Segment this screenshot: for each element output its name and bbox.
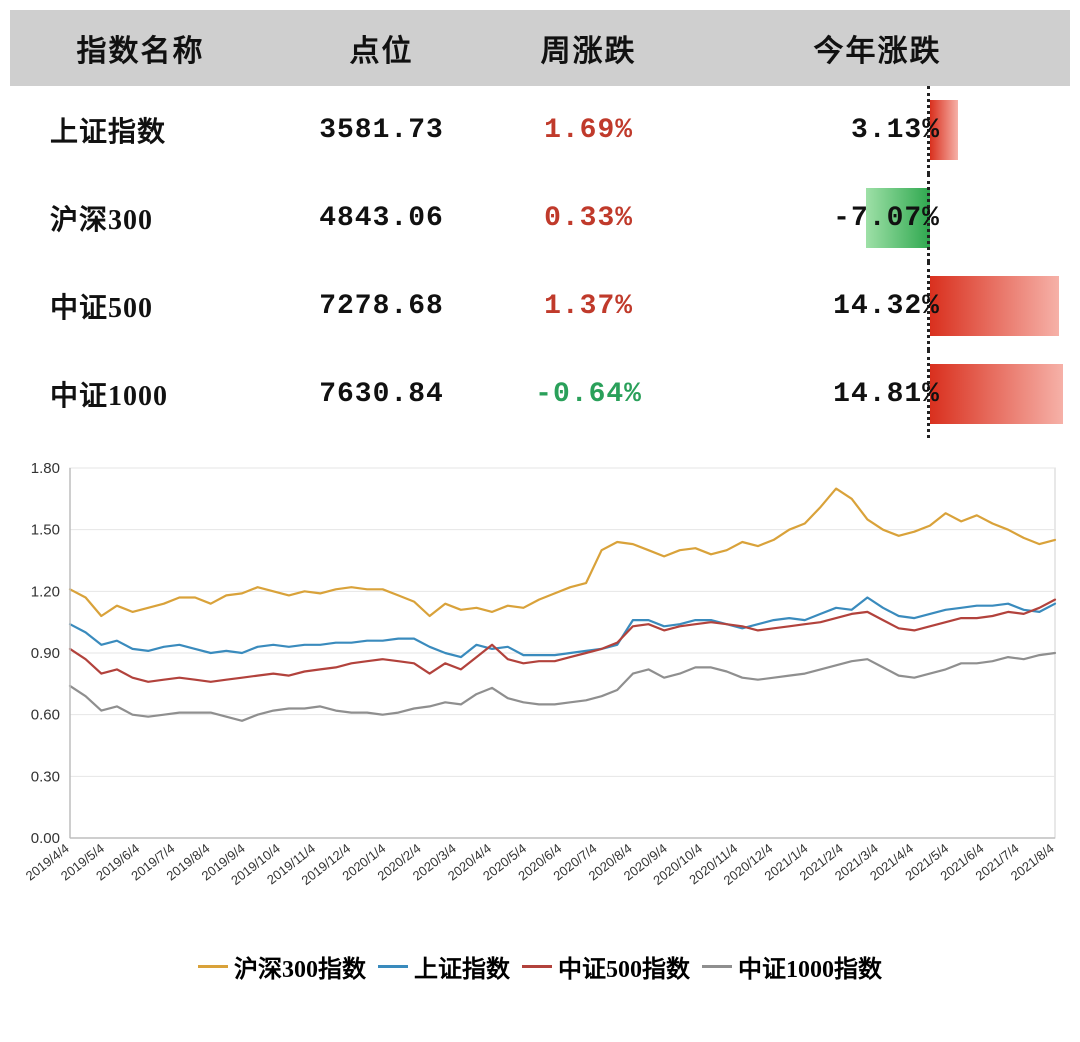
ytd-change: -7.07% — [685, 174, 1070, 262]
week-change: 1.69% — [492, 86, 685, 174]
table-row: 上证指数3581.731.69%3.13% — [10, 86, 1070, 174]
index-name: 沪深300 — [10, 174, 271, 262]
legend-item: 上证指数 — [378, 949, 510, 984]
index-points: 4843.06 — [271, 174, 492, 262]
ytd-change: 3.13% — [685, 86, 1070, 174]
table-row: 中证10007630.84-0.64%14.81% — [10, 350, 1070, 438]
legend-item: 中证1000指数 — [702, 949, 882, 984]
svg-text:1.80: 1.80 — [31, 460, 60, 477]
legend-label: 中证500指数 — [558, 949, 690, 984]
ytd-change: 14.32% — [685, 262, 1070, 350]
svg-text:0.60: 0.60 — [31, 707, 60, 724]
svg-text:0.30: 0.30 — [31, 768, 60, 785]
col-name: 指数名称 — [10, 10, 271, 86]
index-name: 中证500 — [10, 262, 271, 350]
svg-text:0.90: 0.90 — [31, 645, 60, 662]
index-points: 7278.68 — [271, 262, 492, 350]
chart-legend: 沪深300指数 上证指数 中证500指数 中证1000指数 — [10, 948, 1070, 984]
col-points: 点位 — [271, 10, 492, 86]
table-header-row: 指数名称 点位 周涨跌 今年涨跌 — [10, 10, 1070, 86]
week-change: -0.64% — [492, 350, 685, 438]
table-row: 中证5007278.681.37%14.32% — [10, 262, 1070, 350]
index-name: 中证1000 — [10, 350, 271, 438]
index-name: 上证指数 — [10, 86, 271, 174]
index-line-chart: 0.000.300.600.901.201.501.802019/4/42019… — [10, 458, 1070, 984]
col-ytd: 今年涨跌 — [685, 10, 1070, 86]
legend-label: 沪深300指数 — [234, 949, 366, 984]
index-points: 3581.73 — [271, 86, 492, 174]
index-table: 指数名称 点位 周涨跌 今年涨跌 上证指数3581.731.69%3.13%沪深… — [10, 10, 1070, 438]
col-week: 周涨跌 — [492, 10, 685, 86]
table-row: 沪深3004843.060.33%-7.07% — [10, 174, 1070, 262]
svg-text:0.00: 0.00 — [31, 830, 60, 847]
legend-label: 上证指数 — [414, 949, 510, 984]
legend-label: 中证1000指数 — [738, 949, 882, 984]
week-change: 1.37% — [492, 262, 685, 350]
legend-item: 沪深300指数 — [198, 949, 366, 984]
index-points: 7630.84 — [271, 350, 492, 438]
svg-text:1.20: 1.20 — [31, 583, 60, 600]
week-change: 0.33% — [492, 174, 685, 262]
legend-item: 中证500指数 — [522, 949, 690, 984]
ytd-change: 14.81% — [685, 350, 1070, 438]
svg-text:1.50: 1.50 — [31, 522, 60, 539]
